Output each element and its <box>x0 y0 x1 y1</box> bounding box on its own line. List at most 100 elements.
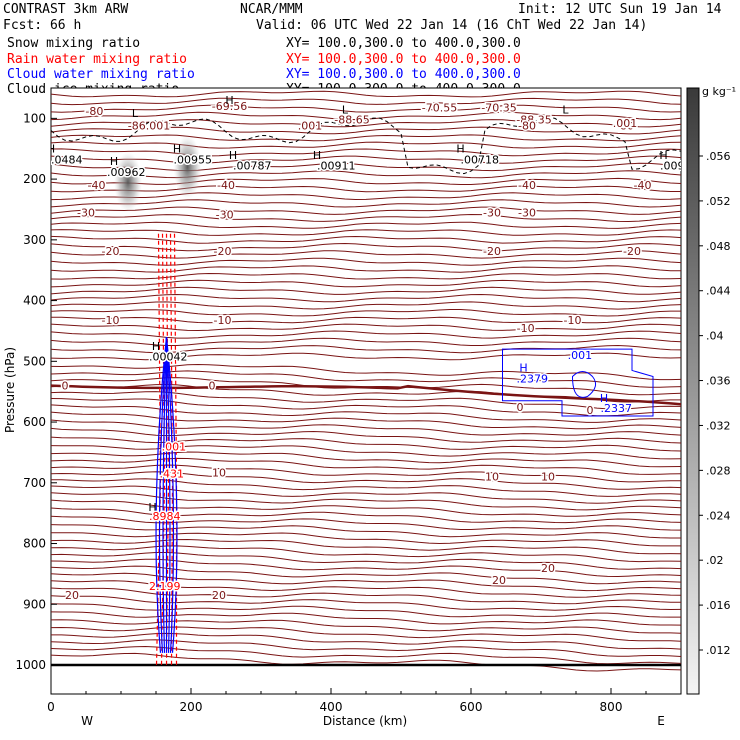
isotherm-line <box>51 595 681 611</box>
value-label: .00911 <box>317 160 356 173</box>
contour-label: -30 <box>216 208 234 221</box>
isotherm-line <box>51 427 681 444</box>
field-label-cloud-water: Cloud water mixing ratio <box>7 67 195 82</box>
colorbar-tick-label: .056 <box>706 150 731 163</box>
extremum-label: H <box>456 143 464 156</box>
extremum-label: H <box>110 155 118 168</box>
isotherm-line <box>51 323 681 332</box>
isotherm-line <box>51 141 681 149</box>
colorbar: g kg⁻¹ .012 .016 .02 .024 .028 .032 .036 .04 .04… <box>686 85 736 695</box>
isotherm-line <box>51 257 681 266</box>
valid-time: Valid: 06 UTC Wed 22 Jan 14 (16 ChT Wed … <box>256 18 647 33</box>
cloud-water-contour <box>165 336 178 653</box>
isotherm-line <box>51 90 681 98</box>
value-label: .0484 <box>51 154 83 167</box>
plot-area <box>50 87 682 695</box>
extremum-label: L <box>342 103 349 116</box>
contour-label: -40 <box>634 179 652 192</box>
isotherm-line <box>51 652 681 672</box>
extremum-label: H <box>173 143 181 156</box>
value-label: .2337 <box>601 402 633 415</box>
isotherm-line <box>51 119 681 128</box>
isotherm-line <box>51 170 681 179</box>
center-title: NCAR/MMM <box>240 2 303 17</box>
contour-label: -80 <box>616 120 634 133</box>
isotherm-line <box>51 229 681 236</box>
colorbar-tick-label: .028 <box>706 464 731 477</box>
isotherm-line <box>51 265 681 273</box>
isotherm-line <box>51 192 681 201</box>
value-label: .001 <box>568 349 593 362</box>
colorbar-tick-label: .036 <box>706 375 731 388</box>
field-xy-cloud-water: XY= 100.0,300.0 to 400.0,300.0 <box>286 67 521 82</box>
isotherm-line <box>51 301 681 310</box>
y-tick-label: 500 <box>23 354 46 368</box>
x-tick-label: 800 <box>600 700 623 714</box>
y-tick-label: 200 <box>23 172 46 186</box>
extremum-label: H <box>519 361 527 374</box>
value-label: .8984 <box>149 510 181 523</box>
extremum-label: H <box>148 501 156 514</box>
extremum-label: H <box>600 392 608 405</box>
isotherm-line <box>51 370 681 388</box>
isotherm-line <box>51 199 681 208</box>
colorbar-tick-label: .044 <box>706 285 731 298</box>
contour-label: -88.35 <box>516 114 551 127</box>
contour-label: 10 <box>212 466 226 479</box>
isotherm-line <box>51 611 681 626</box>
extremum-label: H <box>225 94 233 107</box>
x-tick-label: 600 <box>460 700 483 714</box>
isotherm-line <box>51 603 681 618</box>
isotherm-line <box>51 97 681 106</box>
y-tick-label: 300 <box>23 233 46 247</box>
value-label: .00787 <box>233 160 272 173</box>
snow-shading-west <box>114 152 142 213</box>
isotherm-line <box>51 104 681 113</box>
y-tick-label: 600 <box>23 415 46 429</box>
contour-label: 0 <box>587 404 594 417</box>
isotherm-line <box>51 134 681 142</box>
isotherm-line <box>51 235 681 244</box>
x-tick-label: 400 <box>320 700 343 714</box>
x-end-label-east: E <box>657 714 665 728</box>
contour-label: 0 <box>209 380 216 393</box>
field-xy-snow: XY= 100.0,300.0 to 400.0,300.0 <box>286 36 521 51</box>
cloud-water-contour <box>162 336 168 653</box>
contour-label: -40 <box>518 179 536 192</box>
value-label: .2379 <box>517 372 549 385</box>
extremum-label: L <box>562 103 569 116</box>
isotherm-line <box>51 309 681 317</box>
contour-label: 20 <box>492 574 506 587</box>
contour-label: -10 <box>564 314 582 327</box>
value-label: .00042 <box>149 350 188 363</box>
colorbar-tick-label: .048 <box>706 240 731 253</box>
isotherm-line <box>51 213 681 223</box>
extremum-label: H <box>47 143 55 156</box>
y-tick-label: 400 <box>23 294 46 308</box>
contour-label: -20 <box>102 245 120 258</box>
isotherm-line <box>51 221 681 229</box>
contour-label: -20 <box>214 245 232 258</box>
colorbar-ramp <box>686 87 700 695</box>
colorbar-tick-label: .02 <box>706 554 724 567</box>
cloud-water-contour <box>155 336 168 653</box>
isotherm-line <box>51 330 681 339</box>
isotherm-line <box>51 316 681 324</box>
isotherm-line <box>51 436 681 452</box>
isotherm-line <box>51 398 681 417</box>
colorbar-tick-label: .04 <box>706 330 724 343</box>
y-tick-label: 100 <box>23 111 46 125</box>
contour-label: -30 <box>77 207 95 220</box>
contour-label: 10 <box>485 471 499 484</box>
contour-label: 10 <box>541 471 555 484</box>
isotherm-line <box>51 177 681 185</box>
contour-label: -69.56 <box>212 100 247 113</box>
isotherm-line <box>51 155 681 164</box>
isotherm-line <box>51 286 681 295</box>
colorbar-tick-label: .024 <box>706 509 731 522</box>
value-label: .00955 <box>174 154 213 167</box>
isotherm-line <box>51 185 681 193</box>
x-tick-label: 200 <box>180 700 203 714</box>
